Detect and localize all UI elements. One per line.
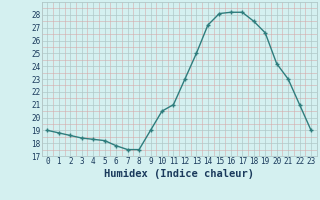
X-axis label: Humidex (Indice chaleur): Humidex (Indice chaleur) (104, 169, 254, 179)
